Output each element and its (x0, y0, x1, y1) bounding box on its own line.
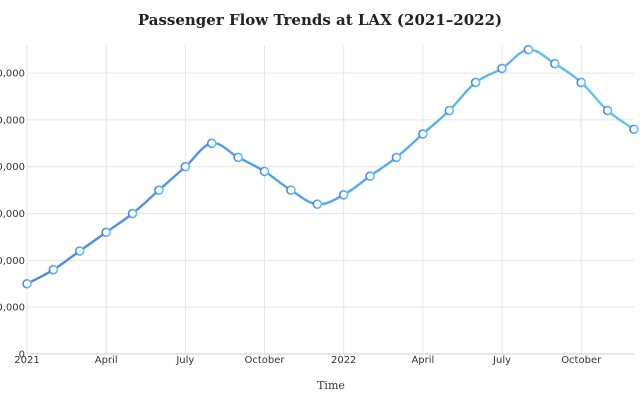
x-tick-label: 2022 (331, 355, 356, 366)
grid-layer (26, 45, 634, 355)
data-point (286, 185, 296, 195)
y-tick-label: 2,000,000 (0, 256, 25, 267)
data-point (259, 166, 270, 177)
data-point (418, 129, 428, 139)
data-point (233, 152, 243, 163)
x-axis: 2021 April July October 2022 April July October (14, 355, 602, 366)
data-point (550, 58, 560, 69)
data-point (523, 44, 534, 55)
x-tick-label: October (561, 355, 602, 366)
data-point (22, 278, 32, 289)
x-tick-label: 2021 (14, 355, 39, 366)
x-tick-label: April (95, 355, 118, 366)
data-point (338, 190, 349, 200)
y-tick-label: 1,000,000 (0, 303, 25, 314)
x-tick-label: October (245, 355, 286, 366)
y-axis: 0 1,000,000 2,000,000 3,000,000 4,000,000 5,0… (0, 69, 25, 361)
data-point (48, 264, 59, 275)
data-point (206, 138, 217, 149)
data-point (602, 105, 613, 116)
data-point (180, 161, 191, 172)
data-point (154, 185, 164, 195)
data-point (365, 171, 375, 181)
data-point (391, 152, 402, 163)
data-point (470, 77, 481, 88)
y-tick-label: 0 (19, 350, 25, 361)
data-point (312, 199, 323, 209)
data-point (444, 105, 455, 116)
x-tick-label: April (411, 355, 434, 366)
y-tick-label: 4,000,000 (0, 162, 25, 173)
chart-title: Passenger Flow Trends at LAX (2021–2022) (138, 11, 502, 29)
y-tick-label: 5,000,000 (0, 115, 25, 126)
data-point (497, 63, 507, 74)
data-point (101, 227, 111, 238)
data-markers (22, 44, 639, 289)
data-point (74, 246, 85, 256)
y-tick-label: 3,000,000 (0, 209, 25, 220)
data-point (629, 124, 639, 135)
x-tick-label: July (175, 355, 194, 366)
x-axis-title: Time (317, 379, 345, 392)
data-point (576, 77, 587, 88)
y-tick-label: 6,000,000 (0, 69, 25, 80)
x-tick-label: July (492, 355, 511, 366)
data-point (127, 208, 138, 219)
